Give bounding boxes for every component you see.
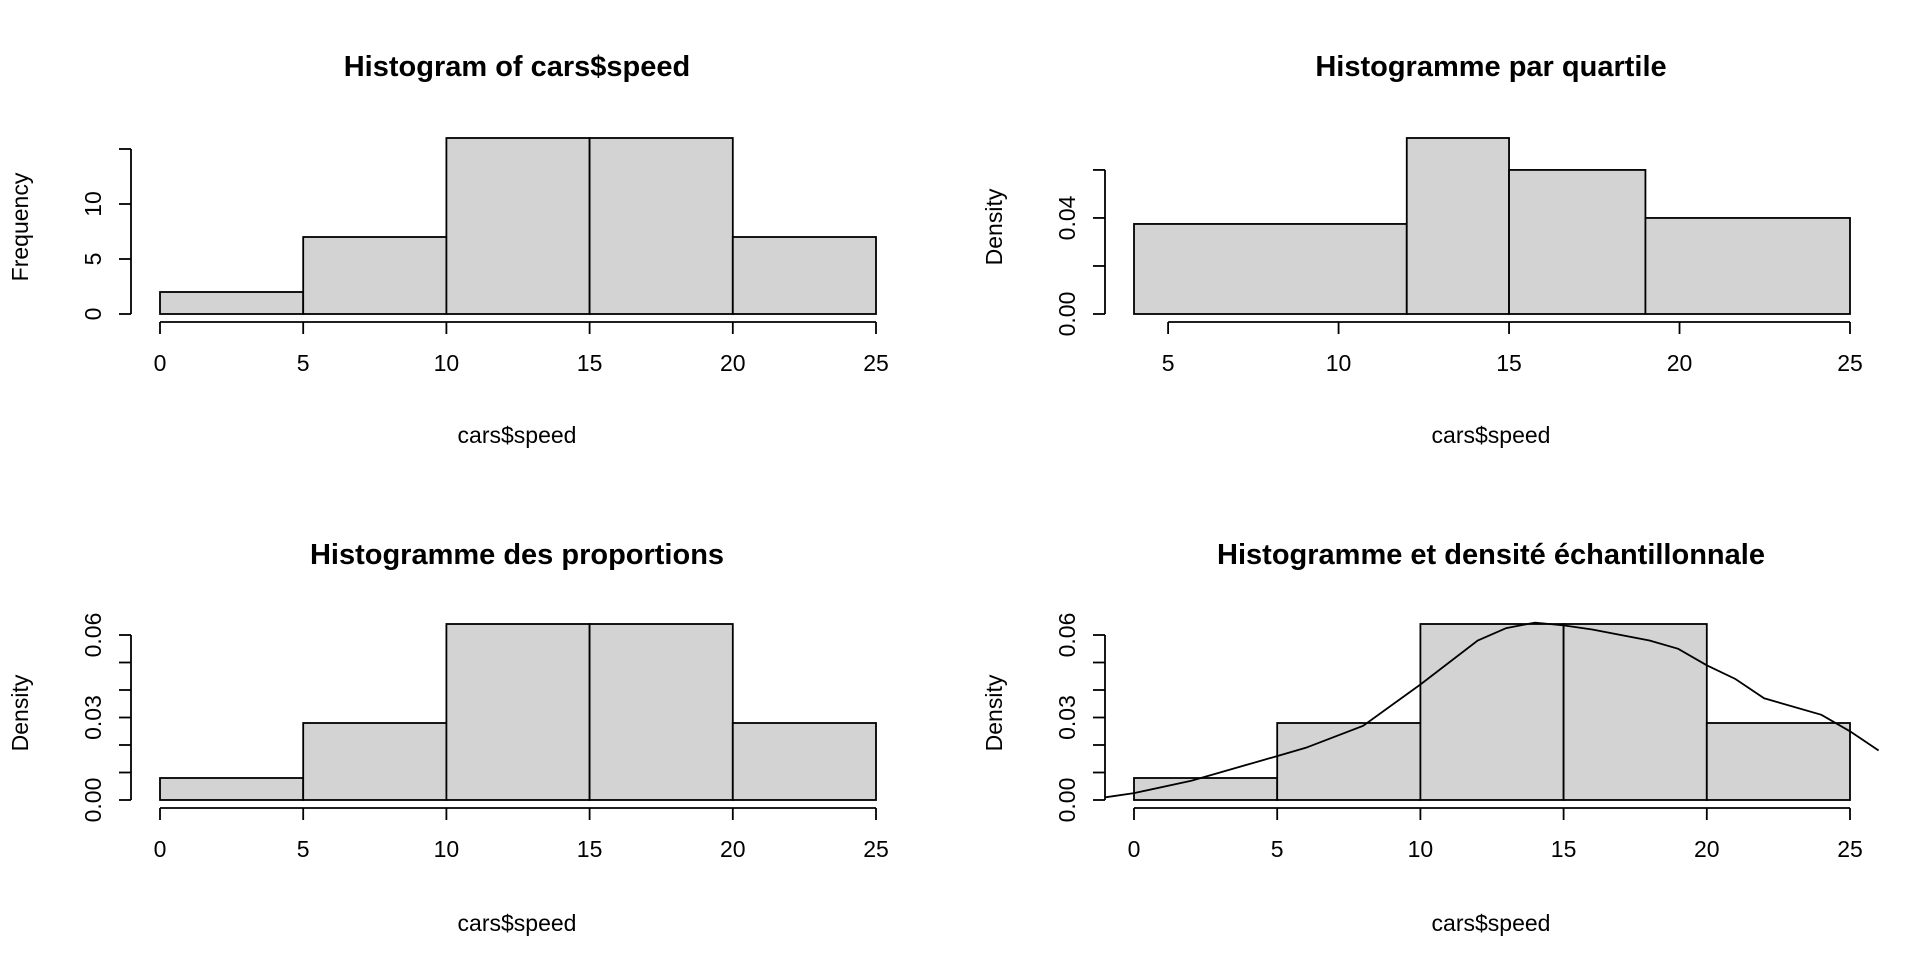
x-tick-label: 20 xyxy=(1667,350,1693,376)
x-tick-label: 5 xyxy=(1271,836,1284,862)
x-tick-label: 20 xyxy=(720,836,746,862)
y-tick-label: 0.00 xyxy=(1054,292,1080,337)
x-tick-label: 10 xyxy=(434,350,460,376)
x-tick-label: 0 xyxy=(154,350,167,376)
histogram-bar xyxy=(159,291,305,315)
histogram-bar xyxy=(302,236,448,315)
plot-area: 0 5 10 15 20 25 0.00 0.03 0.06 xyxy=(1054,613,1880,862)
histogram-bar xyxy=(588,137,734,315)
chart-title: Histogramme des proportions xyxy=(310,539,724,571)
histogram-bar xyxy=(1405,137,1510,315)
x-tick-label: 5 xyxy=(297,836,310,862)
y-tick-label: 0 xyxy=(80,308,106,321)
histogram-bar xyxy=(445,137,591,315)
histogram-bar xyxy=(1508,169,1647,315)
plot-area: 0 5 10 15 20 25 0.00 0.03 0.06 xyxy=(80,613,889,862)
panel-density-histogram: Histogramme et densité échantillonnale c… xyxy=(981,539,1880,936)
x-tick-label: 5 xyxy=(1162,350,1175,376)
y-axis-label: Frequency xyxy=(7,172,33,281)
y-tick-label: 0.03 xyxy=(80,695,106,740)
x-tick-label: 10 xyxy=(1326,350,1352,376)
x-tick-label: 5 xyxy=(297,350,310,376)
chart-title: Histogramme et densité échantillonnale xyxy=(1217,539,1765,571)
histogram-bar xyxy=(1562,623,1708,801)
plot-area: 5 10 15 20 25 0.00 0.04 xyxy=(1054,137,1863,376)
x-tick-label: 25 xyxy=(1837,350,1863,376)
x-tick-label: 15 xyxy=(577,836,603,862)
panel-proportions-histogram: Histogramme des proportions cars$speed D… xyxy=(7,539,889,936)
histogram-bar xyxy=(1644,217,1851,315)
histogram-bar xyxy=(731,236,877,315)
x-tick-label: 25 xyxy=(1837,836,1863,862)
histogram-bar xyxy=(302,722,448,801)
y-tick-label: 0.03 xyxy=(1054,695,1080,740)
histogram-bar xyxy=(1419,623,1565,801)
panel-quartile-histogram: Histogramme par quartile cars$speed Dens… xyxy=(981,51,1863,448)
y-tick-label: 5 xyxy=(80,253,106,266)
y-axis-label: Density xyxy=(981,188,1007,265)
x-tick-label: 0 xyxy=(1128,836,1141,862)
x-tick-label: 20 xyxy=(1694,836,1720,862)
histogram-bar xyxy=(159,777,305,801)
x-tick-label: 25 xyxy=(863,836,889,862)
x-axis-label: cars$speed xyxy=(458,910,577,936)
plot-area: 0 5 10 15 20 25 0 5 10 xyxy=(80,137,889,376)
y-tick-label: 10 xyxy=(80,191,106,217)
x-tick-label: 20 xyxy=(720,350,746,376)
panel-speed-histogram: Histogram of cars$speed cars$speed Frequ… xyxy=(7,51,889,448)
histogram-bar xyxy=(445,623,591,801)
y-tick-label: 0.06 xyxy=(1054,613,1080,658)
x-tick-label: 10 xyxy=(434,836,460,862)
histogram-bar xyxy=(1705,722,1851,801)
y-axis-label: Density xyxy=(981,674,1007,751)
density-curve xyxy=(1105,621,1880,799)
histogram-bar xyxy=(1133,223,1408,315)
histogram-bar xyxy=(1276,722,1422,801)
x-axis-label: cars$speed xyxy=(1432,422,1551,448)
x-tick-label: 15 xyxy=(577,350,603,376)
histogram-bar xyxy=(588,623,734,801)
x-tick-label: 15 xyxy=(1551,836,1577,862)
x-tick-label: 15 xyxy=(1496,350,1522,376)
y-tick-label: 0.06 xyxy=(80,613,106,658)
x-tick-label: 10 xyxy=(1408,836,1434,862)
y-tick-label: 0.00 xyxy=(80,778,106,823)
y-axis-label: Density xyxy=(7,674,33,751)
x-tick-label: 25 xyxy=(863,350,889,376)
chart-title: Histogram of cars$speed xyxy=(344,51,691,83)
x-axis-label: cars$speed xyxy=(458,422,577,448)
x-axis-label: cars$speed xyxy=(1432,910,1551,936)
chart-title: Histogramme par quartile xyxy=(1315,51,1666,83)
y-tick-label: 0.00 xyxy=(1054,778,1080,823)
histogram-bar xyxy=(731,722,877,801)
y-tick-label: 0.04 xyxy=(1054,195,1080,240)
x-tick-label: 0 xyxy=(154,836,167,862)
